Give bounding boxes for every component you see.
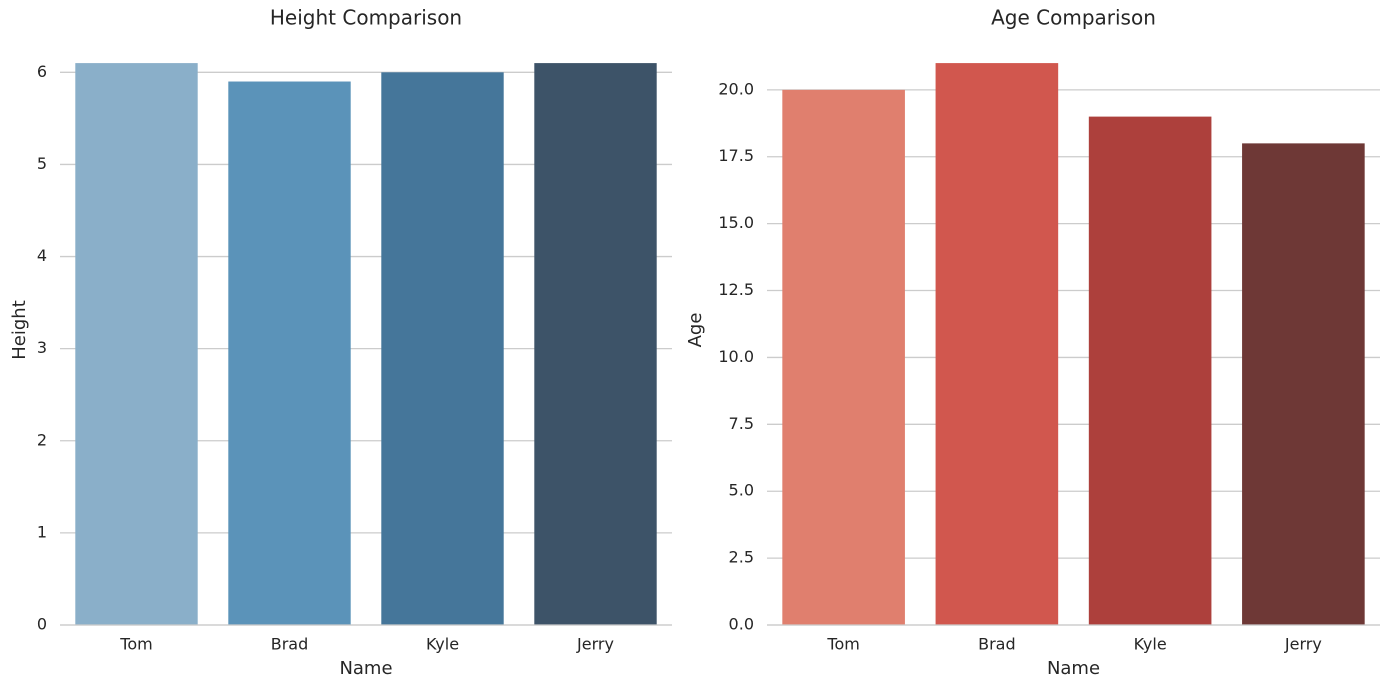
bar <box>782 89 905 626</box>
x-tick-label: Jerry <box>576 635 614 654</box>
x-tick-label: Tom <box>119 635 152 654</box>
y-tick-label: 6 <box>37 62 47 81</box>
x-tick-label: Jerry <box>1284 635 1322 654</box>
x-tick-label: Brad <box>271 635 309 654</box>
x-axis-label: Name <box>339 658 392 679</box>
y-axis-label: Height <box>9 300 30 360</box>
y-tick-label: 2.5 <box>729 548 754 567</box>
x-tick-label: Kyle <box>1134 635 1167 654</box>
bar <box>534 63 657 626</box>
x-tick-label: Brad <box>978 635 1016 654</box>
bar <box>1088 116 1212 625</box>
bar <box>228 81 351 625</box>
y-tick-label: 20.0 <box>718 79 754 98</box>
y-tick-label: 0 <box>37 615 47 634</box>
chart-title: Height Comparison <box>270 6 462 30</box>
bar <box>1242 143 1365 625</box>
y-tick-label: 15.0 <box>718 213 754 232</box>
y-tick-label: 5 <box>37 154 47 173</box>
bar <box>935 63 1059 626</box>
y-tick-label: 7.5 <box>729 414 754 433</box>
y-tick-label: 2 <box>37 430 47 449</box>
y-tick-label: 0.0 <box>729 615 754 634</box>
y-tick-label: 10.0 <box>718 347 754 366</box>
x-axis-label: Name <box>1047 658 1100 679</box>
y-tick-label: 1 <box>37 522 47 541</box>
y-tick-label: 3 <box>37 338 47 357</box>
y-tick-label: 4 <box>37 246 47 265</box>
y-axis-label: Age <box>685 313 706 348</box>
bar <box>381 72 504 626</box>
x-tick-label: Tom <box>826 635 859 654</box>
y-tick-label: 12.5 <box>718 280 754 299</box>
y-tick-label: 5.0 <box>729 481 754 500</box>
chart-title: Age Comparison <box>991 6 1156 30</box>
bar <box>75 63 198 626</box>
y-tick-label: 17.5 <box>718 146 754 165</box>
x-tick-label: Kyle <box>426 635 459 654</box>
